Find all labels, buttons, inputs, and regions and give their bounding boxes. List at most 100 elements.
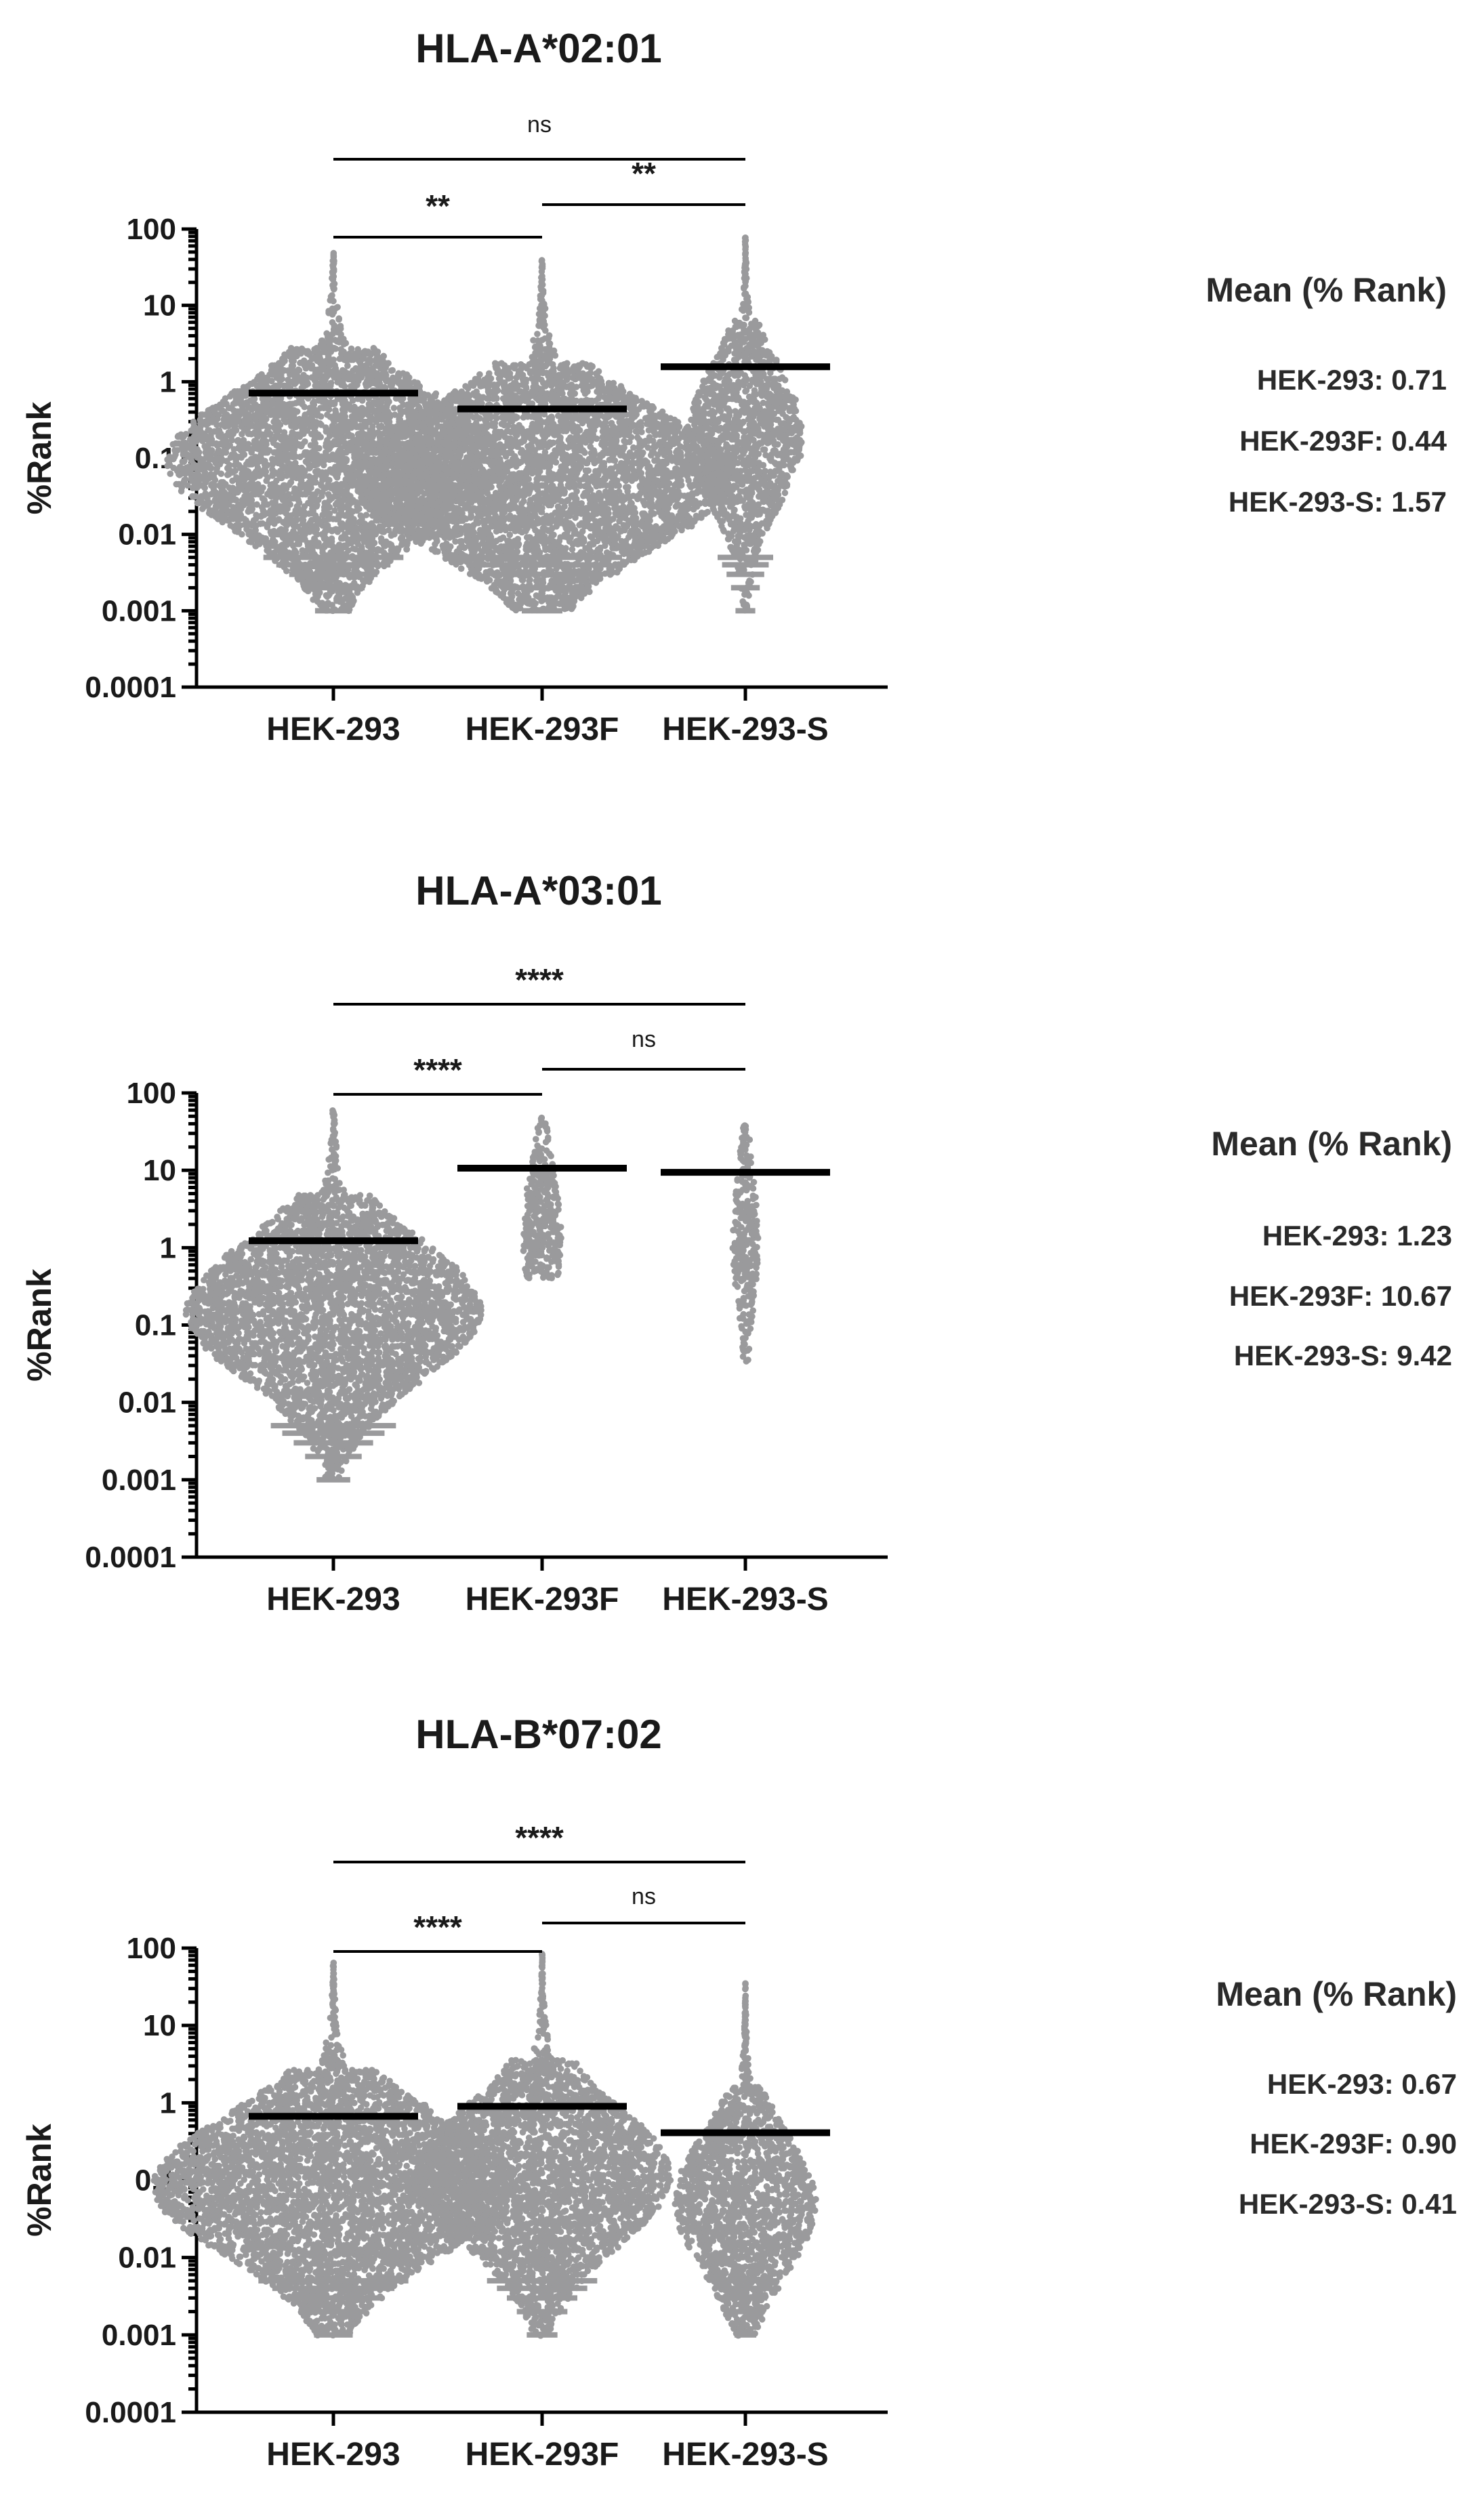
data-point <box>332 407 339 414</box>
data-point <box>290 528 297 535</box>
data-point <box>329 292 335 299</box>
data-point <box>358 405 365 411</box>
data-point <box>319 600 326 607</box>
data-point <box>337 323 344 330</box>
y-tick-label: 10 <box>143 289 176 323</box>
data-point <box>392 411 398 418</box>
data-point <box>314 468 321 474</box>
data-point <box>172 440 180 447</box>
data-point <box>180 439 186 447</box>
data-point <box>499 534 507 541</box>
data-point <box>370 345 377 352</box>
data-point <box>295 366 302 373</box>
data-point <box>202 490 209 497</box>
data-point <box>548 594 555 601</box>
data-point <box>182 476 189 483</box>
data-point <box>298 464 305 472</box>
data-point <box>388 541 395 548</box>
data-point <box>348 345 355 352</box>
data-point <box>257 520 264 527</box>
data-point <box>388 367 395 374</box>
data-point <box>514 590 522 597</box>
data-point <box>398 534 406 541</box>
data-point <box>287 345 295 352</box>
panel-hla-a-02-01: HLA-A*02:01%Rank1001010.10.010.0010.0001… <box>20 26 1447 747</box>
data-point <box>354 346 361 353</box>
data-point <box>443 540 450 547</box>
data-point <box>342 476 349 483</box>
data-point <box>379 529 386 535</box>
y-tick-label: 100 <box>127 213 176 246</box>
data-point <box>390 405 398 411</box>
data-point <box>325 600 331 606</box>
data-point <box>383 538 390 545</box>
data-point <box>350 545 357 552</box>
data-point <box>336 541 343 548</box>
data-point <box>328 535 335 542</box>
data-point <box>178 431 184 438</box>
data-point <box>524 534 531 541</box>
data-point <box>234 436 242 444</box>
data-point <box>192 493 199 500</box>
data-point <box>380 352 387 360</box>
data-point <box>501 543 508 550</box>
data-point <box>352 365 359 372</box>
data-point <box>190 418 197 426</box>
y-tick-label: 1 <box>160 365 176 398</box>
data-point <box>280 482 287 489</box>
data-point <box>206 427 213 434</box>
data-point <box>323 330 331 337</box>
data-point <box>167 470 174 477</box>
data-point <box>329 319 336 326</box>
data-point <box>270 536 276 543</box>
data-point <box>173 480 180 488</box>
data-point <box>354 589 361 596</box>
data-point <box>207 471 214 478</box>
data-point <box>278 526 285 533</box>
x-category-label: HEK-293-S <box>662 711 828 747</box>
y-tick-label: 0.01 <box>118 518 176 552</box>
data-point <box>292 459 299 467</box>
data-point <box>350 579 358 587</box>
data-point <box>334 304 341 311</box>
data-point <box>287 400 294 408</box>
y-tick-label: 0.001 <box>102 594 176 627</box>
y-tick-label: 0.0001 <box>85 671 176 704</box>
data-point <box>314 488 321 495</box>
y-axis-label: %Rank <box>20 401 58 514</box>
data-point <box>514 535 522 543</box>
data-point <box>290 522 297 529</box>
data-point <box>299 547 306 554</box>
data-point <box>363 512 370 518</box>
data-point <box>324 522 331 529</box>
data-point <box>302 449 309 456</box>
data-point <box>275 516 283 522</box>
data-point <box>506 537 513 545</box>
data-point <box>339 367 347 374</box>
data-point <box>270 528 278 535</box>
data-point <box>325 491 332 498</box>
data-point <box>218 479 225 486</box>
data-point <box>302 438 308 445</box>
data-point <box>361 348 369 355</box>
data-point <box>457 565 465 572</box>
data-point <box>268 455 276 463</box>
data-point <box>300 357 308 365</box>
data-point <box>318 337 326 344</box>
data-point <box>251 395 258 402</box>
data-point <box>335 315 343 322</box>
data-point <box>333 480 340 488</box>
data-point <box>227 522 234 529</box>
data-point <box>377 535 385 542</box>
data-point <box>327 379 335 386</box>
data-point <box>330 249 337 257</box>
data-point <box>400 370 407 377</box>
data-point <box>253 501 260 508</box>
chart-title: HLA-A*02:01 <box>415 26 661 71</box>
data-point <box>325 566 333 573</box>
data-point <box>258 371 265 378</box>
data-point <box>411 379 418 386</box>
data-point <box>375 545 382 553</box>
data-point <box>285 491 292 498</box>
